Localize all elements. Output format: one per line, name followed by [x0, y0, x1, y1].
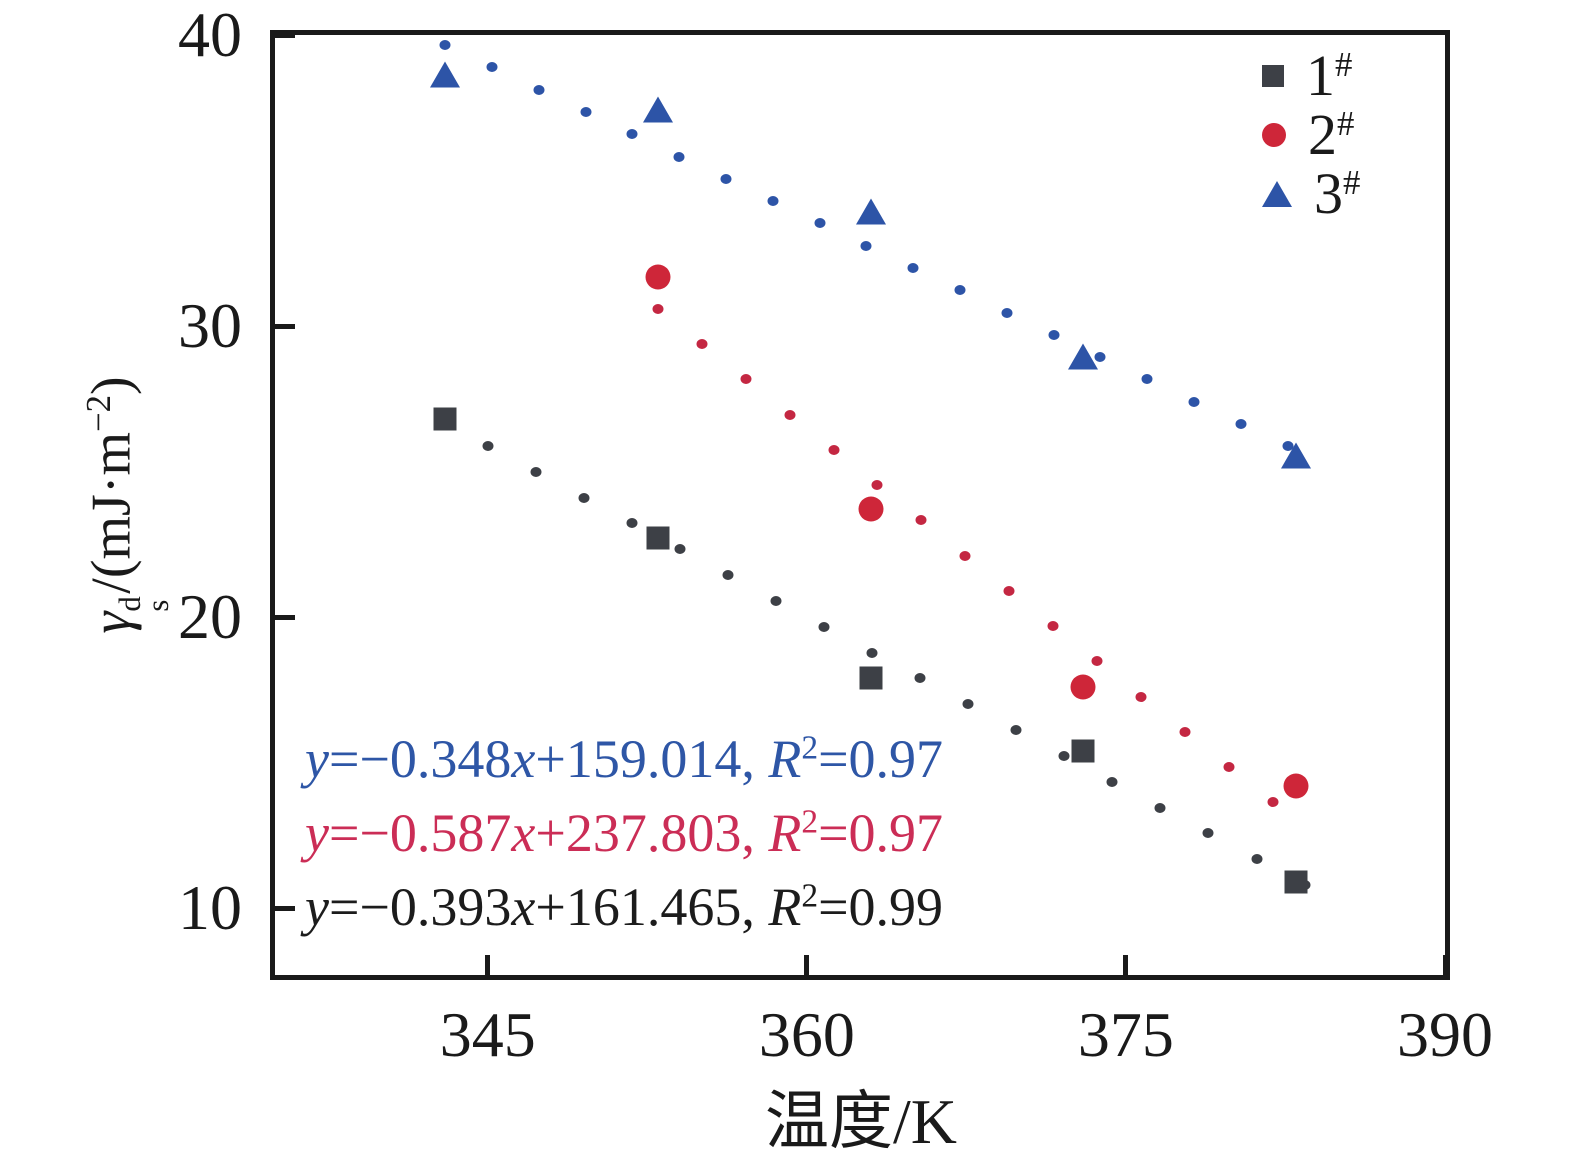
- legend-item-3: 3#: [1262, 164, 1360, 223]
- y-axis-tick: [275, 323, 295, 329]
- trend-line-dot: [1135, 691, 1147, 702]
- trend-line-dot: [1141, 374, 1153, 385]
- data-point-2: [1283, 773, 1309, 799]
- legend-item-2: 2#: [1262, 105, 1360, 164]
- x-axis-tick-label: 345: [439, 999, 536, 1070]
- trend-line-dot: [674, 544, 686, 555]
- data-point-1: [433, 407, 457, 431]
- y-axis-units-close: ): [80, 376, 143, 395]
- trend-line-dot: [959, 550, 971, 561]
- plot-area: [270, 30, 1450, 980]
- trend-line-dot: [652, 303, 664, 314]
- y-axis-tick-label: 20: [178, 581, 242, 653]
- trend-line-dot: [1188, 396, 1200, 407]
- trend-line-dot: [914, 673, 926, 684]
- data-point-1: [859, 666, 883, 690]
- trend-line-dot: [740, 374, 752, 385]
- legend: 1# 2# 3#: [1262, 46, 1360, 223]
- data-point-3: [430, 61, 461, 88]
- data-point-1: [646, 526, 670, 550]
- trend-line-dot: [1010, 725, 1022, 736]
- trend-line-dot: [915, 515, 927, 526]
- trend-line-dot: [1058, 750, 1070, 761]
- trend-line-dot: [1267, 797, 1279, 808]
- trend-line-dot: [578, 492, 590, 503]
- y-axis-units-open: /(mJ·m: [80, 431, 143, 594]
- trend-line-dot: [814, 218, 826, 229]
- trend-line-dot: [1235, 418, 1247, 429]
- equation-series-3: y=−0.348x+159.014, R2=0.97: [305, 729, 944, 789]
- trend-line-dot: [482, 440, 494, 451]
- trend-line-dot: [486, 62, 498, 73]
- data-point-3: [855, 197, 886, 224]
- y-axis-tick-label: 10: [178, 872, 242, 944]
- x-axis-tick: [1442, 955, 1448, 975]
- data-point-3: [1068, 343, 1099, 370]
- x-axis-tick-label: 375: [1077, 999, 1174, 1070]
- x-axis-tick: [804, 955, 810, 975]
- trend-line-dot: [784, 409, 796, 420]
- legend-marker-square-icon: [1262, 64, 1284, 87]
- trend-line-dot: [1047, 621, 1059, 632]
- equation-series-2: y=−0.587x+237.803, R2=0.97: [305, 803, 944, 863]
- trend-line-dot: [1091, 656, 1103, 667]
- x-axis-tick: [485, 955, 491, 975]
- trend-line-dot: [696, 339, 708, 350]
- trend-line-dot: [1202, 828, 1214, 839]
- y-axis-tick-label: 30: [178, 290, 242, 362]
- y-axis-tick: [275, 32, 295, 38]
- legend-marker-circle-icon: [1262, 122, 1286, 147]
- trend-line-dot: [1251, 854, 1263, 865]
- trend-line-dot: [1094, 352, 1106, 363]
- trend-line-dot: [907, 262, 919, 273]
- trend-line-dot: [439, 40, 451, 51]
- data-point-3: [1281, 442, 1312, 469]
- trend-line-dot: [1154, 802, 1166, 813]
- trend-line-dot: [954, 285, 966, 296]
- equation-series-1: y=−0.393x+161.465, R2=0.99: [305, 877, 944, 937]
- trend-line-dot: [626, 129, 638, 140]
- trend-line-dot: [722, 570, 734, 581]
- y-axis-units-exponent: −2: [79, 395, 119, 432]
- legend-item-1: 1#: [1262, 46, 1360, 105]
- x-axis-tick-label: 360: [758, 999, 855, 1070]
- trend-line-dot: [1179, 726, 1191, 737]
- trend-line-dot: [860, 240, 872, 251]
- data-point-2: [858, 496, 884, 522]
- trend-line-dot: [767, 196, 779, 207]
- legend-marker-triangle-icon: [1262, 180, 1292, 207]
- trend-line-dot: [1048, 329, 1060, 340]
- trend-line-dot: [1106, 776, 1118, 787]
- trend-line-dot: [533, 84, 545, 95]
- trend-line-dot: [1003, 585, 1015, 596]
- data-point-1: [1284, 870, 1308, 894]
- trend-line-dot: [580, 107, 592, 118]
- trend-line-dot: [828, 444, 840, 455]
- y-axis-tick: [275, 614, 295, 620]
- x-axis-tick: [1123, 955, 1129, 975]
- data-point-2: [1070, 674, 1096, 700]
- trend-line-dot: [770, 595, 782, 606]
- trend-line-dot: [1001, 307, 1013, 318]
- trend-line-dot: [626, 518, 638, 529]
- trend-line-dot: [866, 647, 878, 658]
- trend-line-dot: [673, 151, 685, 162]
- data-point-2: [645, 264, 671, 290]
- data-point-1: [1071, 739, 1095, 763]
- trend-line-dot: [962, 699, 974, 710]
- x-axis-title: 温度/K: [765, 1086, 957, 1151]
- legend-label-2: 2#: [1308, 101, 1355, 167]
- trend-line-dot: [530, 466, 542, 477]
- x-axis-tick-label: 390: [1397, 999, 1493, 1070]
- trend-line-dot: [871, 480, 883, 491]
- y-axis-tick-label: 40: [178, 0, 242, 70]
- data-point-3: [642, 96, 673, 123]
- y-axis-tick: [275, 905, 295, 911]
- trend-line-dot: [720, 173, 732, 184]
- legend-label-1: 1#: [1306, 42, 1353, 108]
- trend-line-dot: [818, 621, 830, 632]
- legend-label-3: 3#: [1314, 160, 1361, 226]
- trend-line-dot: [1223, 762, 1235, 773]
